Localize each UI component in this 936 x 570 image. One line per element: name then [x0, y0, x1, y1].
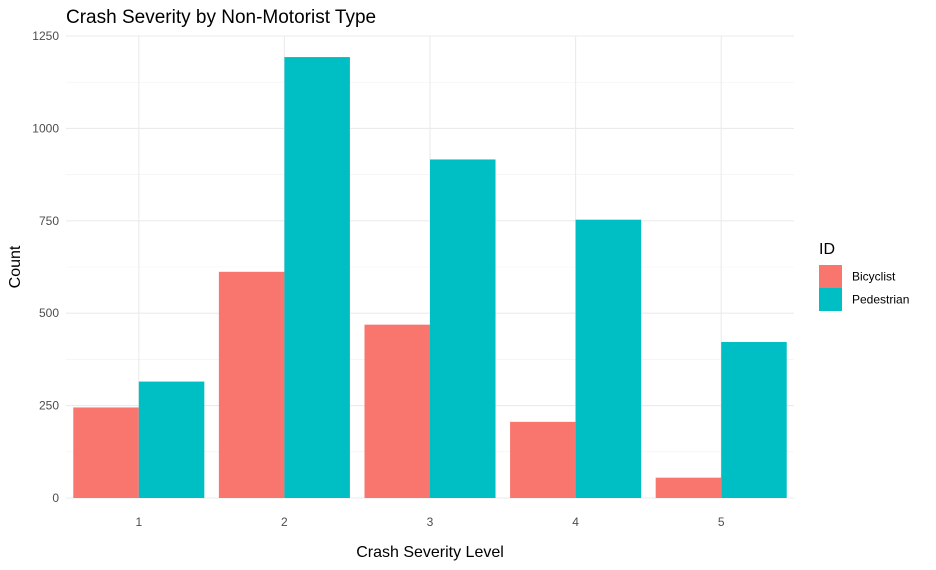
chart-title: Crash Severity by Non-Motorist Type: [66, 7, 376, 28]
x-tick-label: 3: [427, 515, 434, 529]
bar-bicyclist-4: [510, 421, 576, 498]
bar-bicyclist-2: [218, 271, 285, 498]
x-tick-label: 1: [135, 515, 142, 529]
legend-items: Bicyclist Pedestrian: [819, 265, 909, 311]
bar-bicyclist-3: [364, 324, 430, 498]
x-axis-title: Crash Severity Level: [356, 544, 504, 561]
legend-key-pedestrian: [819, 288, 842, 311]
bar-bicyclist-1: [73, 407, 139, 498]
legend: ID Bicyclist Pedestrian: [819, 241, 909, 311]
bar-pedestrian-4: [575, 219, 642, 498]
y-tick-label: 1000: [32, 121, 59, 135]
bar-pedestrian-2: [284, 57, 350, 498]
x-tick-label: 5: [718, 515, 725, 529]
x-tick-label: 4: [572, 515, 579, 529]
legend-label-pedestrian: Pedestrian: [852, 293, 909, 307]
y-tick-label: 250: [39, 399, 59, 413]
y-tick-label: 750: [39, 214, 59, 228]
y-tick-label: 500: [39, 306, 59, 320]
legend-title: ID: [819, 241, 835, 258]
bar-pedestrian-3: [430, 159, 496, 498]
y-axis-title: Count: [7, 245, 24, 288]
bars: [73, 57, 787, 498]
y-axis-ticks: 0 250 500 750 1000 1250: [32, 29, 59, 505]
legend-label-bicyclist: Bicyclist: [852, 270, 896, 284]
y-tick-label: 0: [52, 491, 59, 505]
bar-pedestrian-5: [721, 342, 787, 498]
bar-bicyclist-5: [655, 477, 722, 498]
x-axis-ticks: 1 2 3 4 5: [135, 515, 724, 529]
legend-key-bicyclist: [819, 265, 842, 288]
bar-pedestrian-1: [138, 381, 205, 498]
x-tick-label: 2: [281, 515, 288, 529]
y-tick-label: 1250: [32, 29, 59, 43]
